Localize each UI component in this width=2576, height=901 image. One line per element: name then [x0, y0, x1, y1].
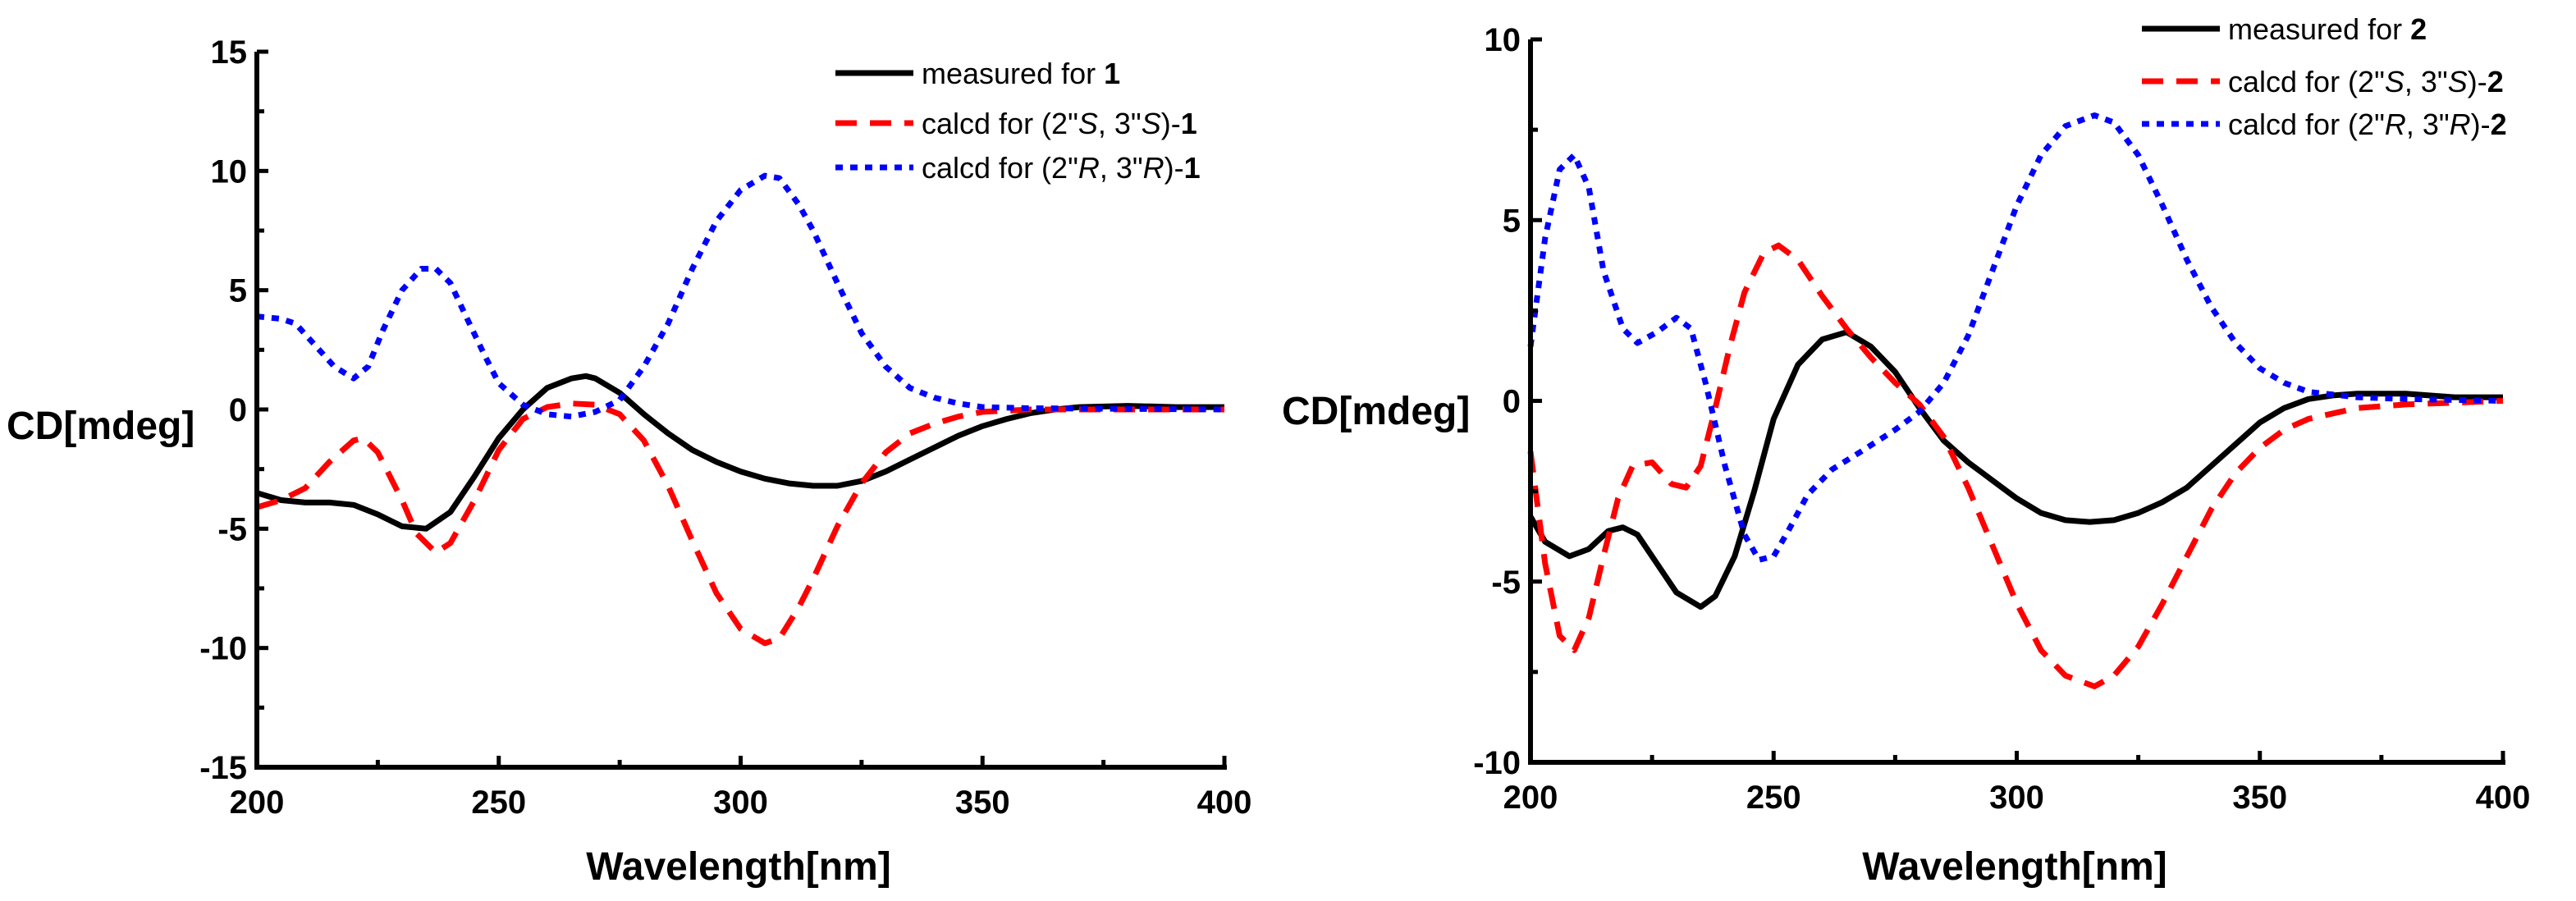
- legend-text-segment: 2: [2487, 65, 2504, 98]
- legend-text-segment: calcd for (2": [922, 107, 1078, 140]
- y-axis-title: CD[mdeg]: [1282, 390, 1470, 433]
- x-axis-title: Wavelength[nm]: [586, 845, 891, 889]
- legend-text-segment: S: [1142, 107, 1161, 140]
- legend-text-segment: S: [2385, 65, 2404, 98]
- y-tick-label: 0: [1503, 384, 1521, 420]
- legend-entry: measured for 2: [2228, 12, 2427, 46]
- x-tick-label: 200: [230, 784, 285, 821]
- legend-text-segment: 1: [1104, 57, 1120, 90]
- legend-text-segment: )-: [2468, 65, 2487, 98]
- legend-text-segment: R: [1078, 151, 1100, 185]
- y-tick-label: -5: [217, 511, 247, 547]
- legend-text-segment: calcd for (2": [2228, 65, 2385, 98]
- y-tick-label: -10: [199, 631, 247, 667]
- x-tick-label: 250: [1746, 780, 1801, 816]
- legend-text-segment: 2: [2410, 12, 2427, 46]
- legend-text-segment: 2: [2491, 107, 2507, 141]
- legend-text-segment: measured for: [922, 57, 1104, 90]
- legend-entry: measured for 1: [922, 57, 1120, 90]
- y-tick-label: 15: [211, 34, 248, 71]
- legend-text-segment: )-: [1164, 151, 1184, 185]
- y-tick-label: 5: [1503, 203, 1521, 239]
- legend-text-segment: calcd for (2": [922, 151, 1078, 185]
- legend-entry: calcd for (2"R, 3"R)-1: [922, 151, 1201, 185]
- legend-text-segment: )-: [2471, 107, 2491, 141]
- legend-text-segment: , 3": [2406, 107, 2450, 141]
- chart-panel-compound-2: CD[mdeg] Wavelength[nm] 200 250 300 350 4001…: [1282, 12, 2530, 889]
- y-tick-label: 10: [211, 153, 248, 190]
- x-tick-label: 350: [2232, 780, 2287, 816]
- legend-text-segment: calcd for (2": [2228, 107, 2385, 141]
- x-tick-label: 250: [471, 784, 526, 821]
- y-tick-label: 0: [229, 392, 247, 428]
- x-tick-label: 300: [713, 784, 768, 821]
- y-tick-label: -5: [1491, 565, 1521, 601]
- x-tick-label: 200: [1503, 780, 1558, 816]
- legend-text-segment: R: [2385, 107, 2406, 141]
- x-tick-label: 400: [1197, 784, 1252, 821]
- x-tick-label: 300: [1989, 780, 2044, 816]
- legend-text-segment: S: [1078, 107, 1098, 140]
- y-tick-label: 10: [1485, 22, 1521, 58]
- y-tick-label: -15: [199, 750, 247, 786]
- legend-text-segment: , 3": [2404, 65, 2448, 98]
- legend-text-segment: , 3": [1100, 151, 1143, 185]
- legend-text-segment: )-: [1161, 107, 1181, 140]
- legend-text-segment: 1: [1181, 107, 1197, 140]
- chart-panel-compound-1: CD[mdeg] Wavelength[nm] 200 250 300 350 400 1…: [7, 34, 1251, 889]
- y-tick-label: -10: [1473, 745, 1521, 781]
- legend-entry: calcd for (2"R, 3"R)-2: [2228, 107, 2507, 141]
- legend-text-segment: measured for: [2228, 12, 2410, 46]
- series-line-solid: [1527, 329, 2503, 611]
- legend-entry: calcd for (2"S, 3"S)-1: [922, 107, 1197, 140]
- series-line-dot: [256, 172, 1225, 420]
- legend-text-segment: , 3": [1098, 107, 1142, 140]
- series-line-solid: [255, 373, 1224, 532]
- x-tick-label: 400: [2476, 780, 2531, 816]
- series-line-dash: [256, 400, 1224, 647]
- legend-text-segment: 1: [1184, 151, 1201, 185]
- legend-text-segment: R: [2450, 107, 2471, 141]
- series-line-dot: [1527, 112, 2504, 563]
- x-axis-title: Wavelength[nm]: [1862, 845, 2167, 889]
- y-tick-label: 5: [229, 273, 247, 309]
- legend-text-segment: S: [2448, 65, 2468, 98]
- legend-entry: calcd for (2"S, 3"S)-2: [2228, 65, 2504, 98]
- x-tick-label: 350: [955, 784, 1010, 821]
- legend-text-segment: R: [1143, 151, 1164, 185]
- series-line-dash: [1527, 242, 2504, 689]
- y-axis-title: CD[mdeg]: [7, 405, 194, 448]
